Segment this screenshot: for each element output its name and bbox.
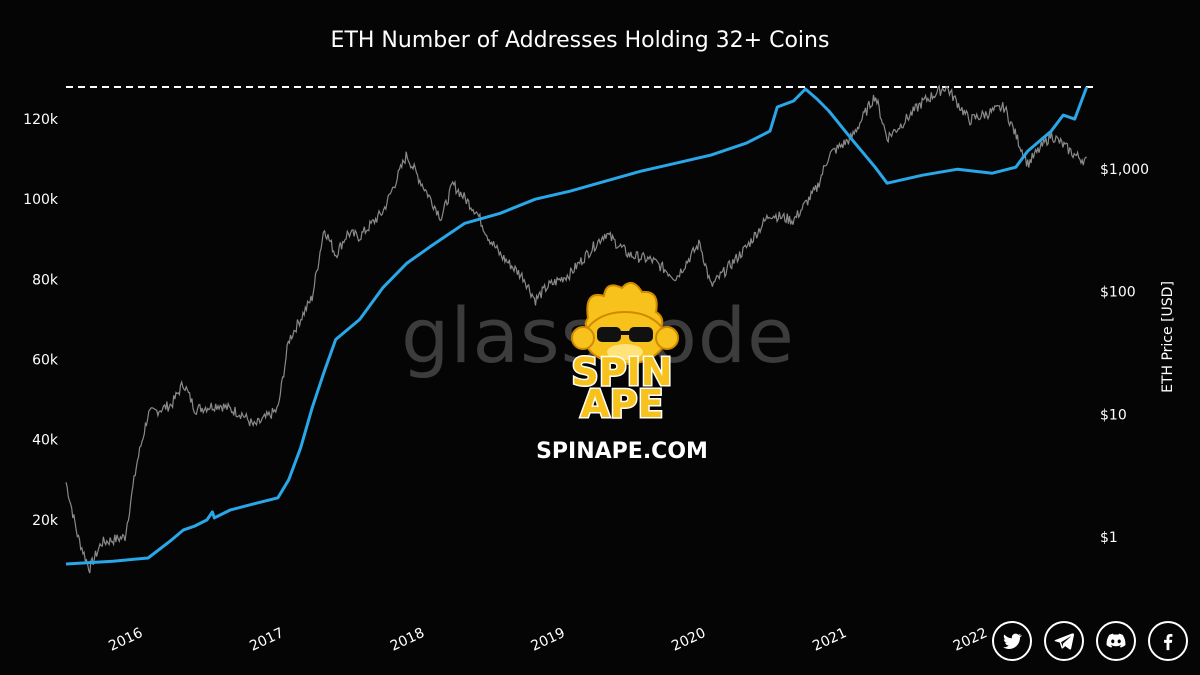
x-tick-label: 2022 [951, 625, 990, 655]
x-tick-label: 2019 [529, 625, 568, 655]
left-tick-label: 60k [32, 353, 59, 369]
discord-icon [1106, 633, 1126, 648]
left-tick-label: 80k [32, 272, 59, 288]
right-axis-title: ETH Price [USD] [1160, 281, 1176, 393]
addresses-32plus-line [65, 86, 1089, 566]
telegram-button[interactable] [1044, 621, 1084, 661]
twitter-icon [1003, 633, 1022, 649]
left-tick-label: 20k [32, 513, 59, 529]
facebook-icon [1164, 633, 1173, 651]
left-tick-label: 40k [32, 433, 59, 449]
chart-title: ETH Number of Addresses Holding 32+ Coin… [331, 28, 830, 53]
discord-button[interactable] [1096, 621, 1136, 661]
right-tick-label: $10 [1100, 407, 1127, 423]
x-tick-label: 2018 [388, 625, 427, 655]
left-tick-label: 100k [23, 192, 59, 208]
brand-spin: SPIN [571, 350, 672, 394]
telegram-icon [1054, 633, 1075, 650]
twitter-button[interactable] [992, 621, 1032, 661]
facebook-button[interactable] [1148, 621, 1188, 661]
x-tick-label: 2021 [810, 625, 849, 655]
brand-site: SPINAPE.COM [536, 439, 708, 464]
x-tick-label: 2016 [106, 625, 145, 655]
left-tick-label: 120k [23, 112, 59, 128]
right-tick-label: $100 [1100, 285, 1136, 301]
ape-mascot-icon [571, 281, 679, 365]
eth-price-line [65, 84, 1087, 574]
right-tick-label: $1,000 [1100, 162, 1149, 178]
x-tick-label: 2020 [669, 625, 708, 655]
brand-ape: APE [580, 382, 663, 426]
x-tick-label: 2017 [247, 625, 286, 655]
spinape-logo: SPIN APE SPINAPE.COM [536, 281, 708, 464]
right-tick-label: $1 [1100, 530, 1118, 546]
